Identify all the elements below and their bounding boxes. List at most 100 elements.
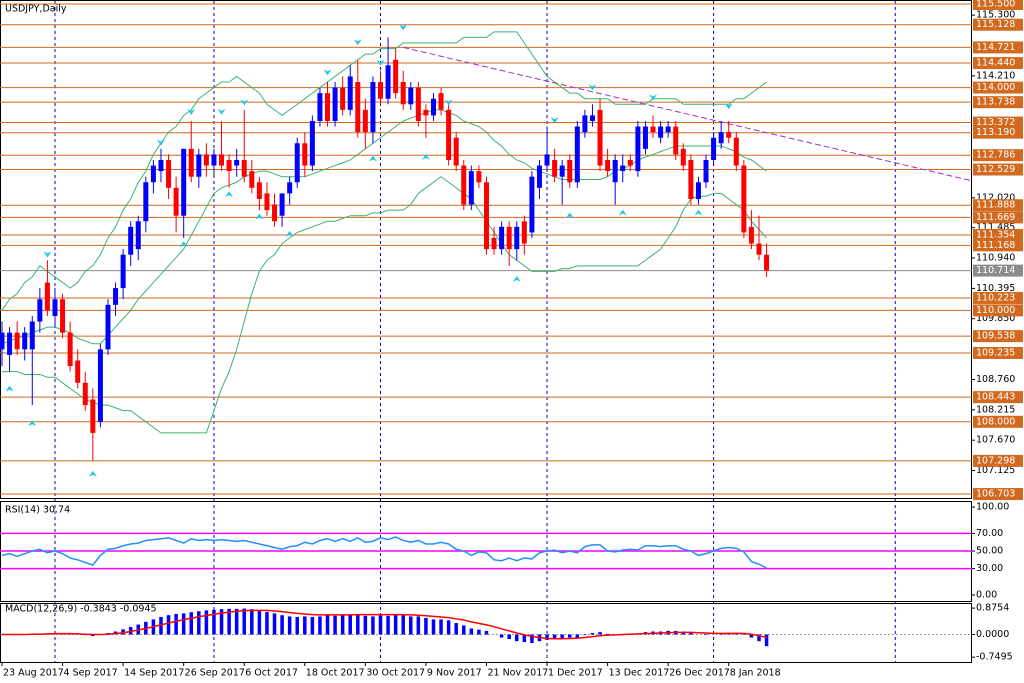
macd-bar <box>515 634 519 642</box>
candle-body <box>446 109 452 160</box>
candle-body <box>234 159 240 166</box>
candle-body <box>544 154 550 166</box>
fractal-arrow <box>255 213 264 220</box>
level-label: 106.703 <box>976 489 1015 500</box>
macd-bar <box>318 616 322 635</box>
macd-bar <box>462 625 466 635</box>
candle-body <box>355 81 361 133</box>
fractal-arrow <box>376 59 385 66</box>
candle-body <box>453 137 459 166</box>
candle-body <box>196 154 202 177</box>
x-tick-label: 9 Nov 2017 <box>427 668 482 679</box>
fractal-arrow <box>512 275 521 282</box>
candle-body <box>658 126 664 138</box>
macd-bar <box>446 620 451 635</box>
level-label-box <box>973 116 1023 129</box>
fractal-arrow <box>43 251 52 258</box>
y-tick-label: 107.125 <box>976 465 1015 476</box>
fractal-arrow <box>353 39 362 46</box>
candle-body <box>415 87 421 121</box>
candle-body <box>166 159 172 188</box>
fractal-arrow <box>225 191 234 198</box>
macd-panel <box>0 603 972 663</box>
y-tick-label: 30.00 <box>976 563 1003 574</box>
price-panel <box>0 0 972 499</box>
bollinger-band <box>1 31 767 311</box>
candle-body <box>688 159 694 199</box>
candle-body <box>378 81 383 99</box>
candle-body <box>605 159 611 172</box>
macd-bar <box>424 617 428 635</box>
candle-body <box>673 126 679 155</box>
candle-body <box>317 93 323 121</box>
current-price-box <box>973 264 1023 277</box>
x-tick-label: 21 Nov 2017 <box>487 668 548 679</box>
candle-body <box>741 165 747 233</box>
macd-bar <box>598 632 602 635</box>
macd-bar <box>560 634 564 639</box>
macd-bar <box>265 611 269 635</box>
candle-body <box>173 187 179 216</box>
candle-body <box>620 165 626 172</box>
macd-bar <box>219 609 224 635</box>
y-tick-label: 50.00 <box>976 546 1003 557</box>
y-tick-label: 0.00 <box>976 589 997 600</box>
fractal-arrow <box>368 155 377 162</box>
level-label-box <box>973 304 1023 317</box>
candle-body <box>135 221 141 250</box>
x-tick-label: 26 Sep 2017 <box>185 668 245 679</box>
macd-bar <box>545 634 549 640</box>
y-tick-label: 110.940 <box>976 253 1015 264</box>
level-label: 109.538 <box>976 331 1015 342</box>
macd-title: MACD(12,26,9) -0.3843 -0.0945 <box>5 604 157 615</box>
level-label-box <box>973 163 1023 176</box>
bollinger-band <box>1 109 767 345</box>
candle-body <box>150 165 156 183</box>
fractal-arrow <box>550 117 559 124</box>
level-label: 113.190 <box>976 127 1015 138</box>
macd-bar <box>416 616 421 635</box>
level-label: 113.372 <box>976 117 1015 128</box>
macd-bar <box>431 619 436 635</box>
macd-bar <box>552 634 557 639</box>
macd-bar <box>181 613 186 635</box>
level-label-box <box>973 454 1023 467</box>
macd-bar <box>401 615 405 635</box>
candle-body <box>423 109 429 116</box>
level-label: 113.738 <box>976 97 1015 108</box>
candle-body <box>582 115 588 133</box>
candle-body <box>491 237 497 250</box>
macd-bar <box>590 633 595 635</box>
candle-body <box>748 226 754 244</box>
candle-body <box>529 176 535 233</box>
candle-body <box>279 193 285 216</box>
candle-body <box>408 87 414 105</box>
level-label: 115.500 <box>976 0 1015 10</box>
candle-body <box>764 254 770 271</box>
candle-body <box>521 221 527 244</box>
macd-bar <box>242 608 246 635</box>
fractal-arrow <box>240 99 249 106</box>
level-label-box <box>973 41 1023 54</box>
candle-body <box>627 159 633 166</box>
candle-body <box>211 154 217 166</box>
macd-bar <box>499 634 504 638</box>
level-label: 114.000 <box>976 82 1015 93</box>
candle-body <box>597 109 603 166</box>
macd-bar <box>378 615 383 635</box>
level-label: 109.235 <box>976 347 1015 358</box>
fractal-arrow <box>618 209 627 216</box>
candle-body <box>264 193 270 211</box>
candle-body <box>756 243 762 255</box>
fractal-arrow <box>444 99 453 106</box>
candle-body <box>733 137 739 166</box>
y-tick-label: 109.850 <box>976 313 1015 324</box>
candle-body <box>711 137 717 160</box>
candle-body <box>22 332 28 350</box>
candle-body <box>226 159 232 172</box>
x-tick-label: 26 Dec 2017 <box>669 668 730 679</box>
current-price-label: 110.714 <box>976 265 1015 276</box>
macd-bar <box>204 610 209 635</box>
level-label: 111.354 <box>976 229 1015 240</box>
